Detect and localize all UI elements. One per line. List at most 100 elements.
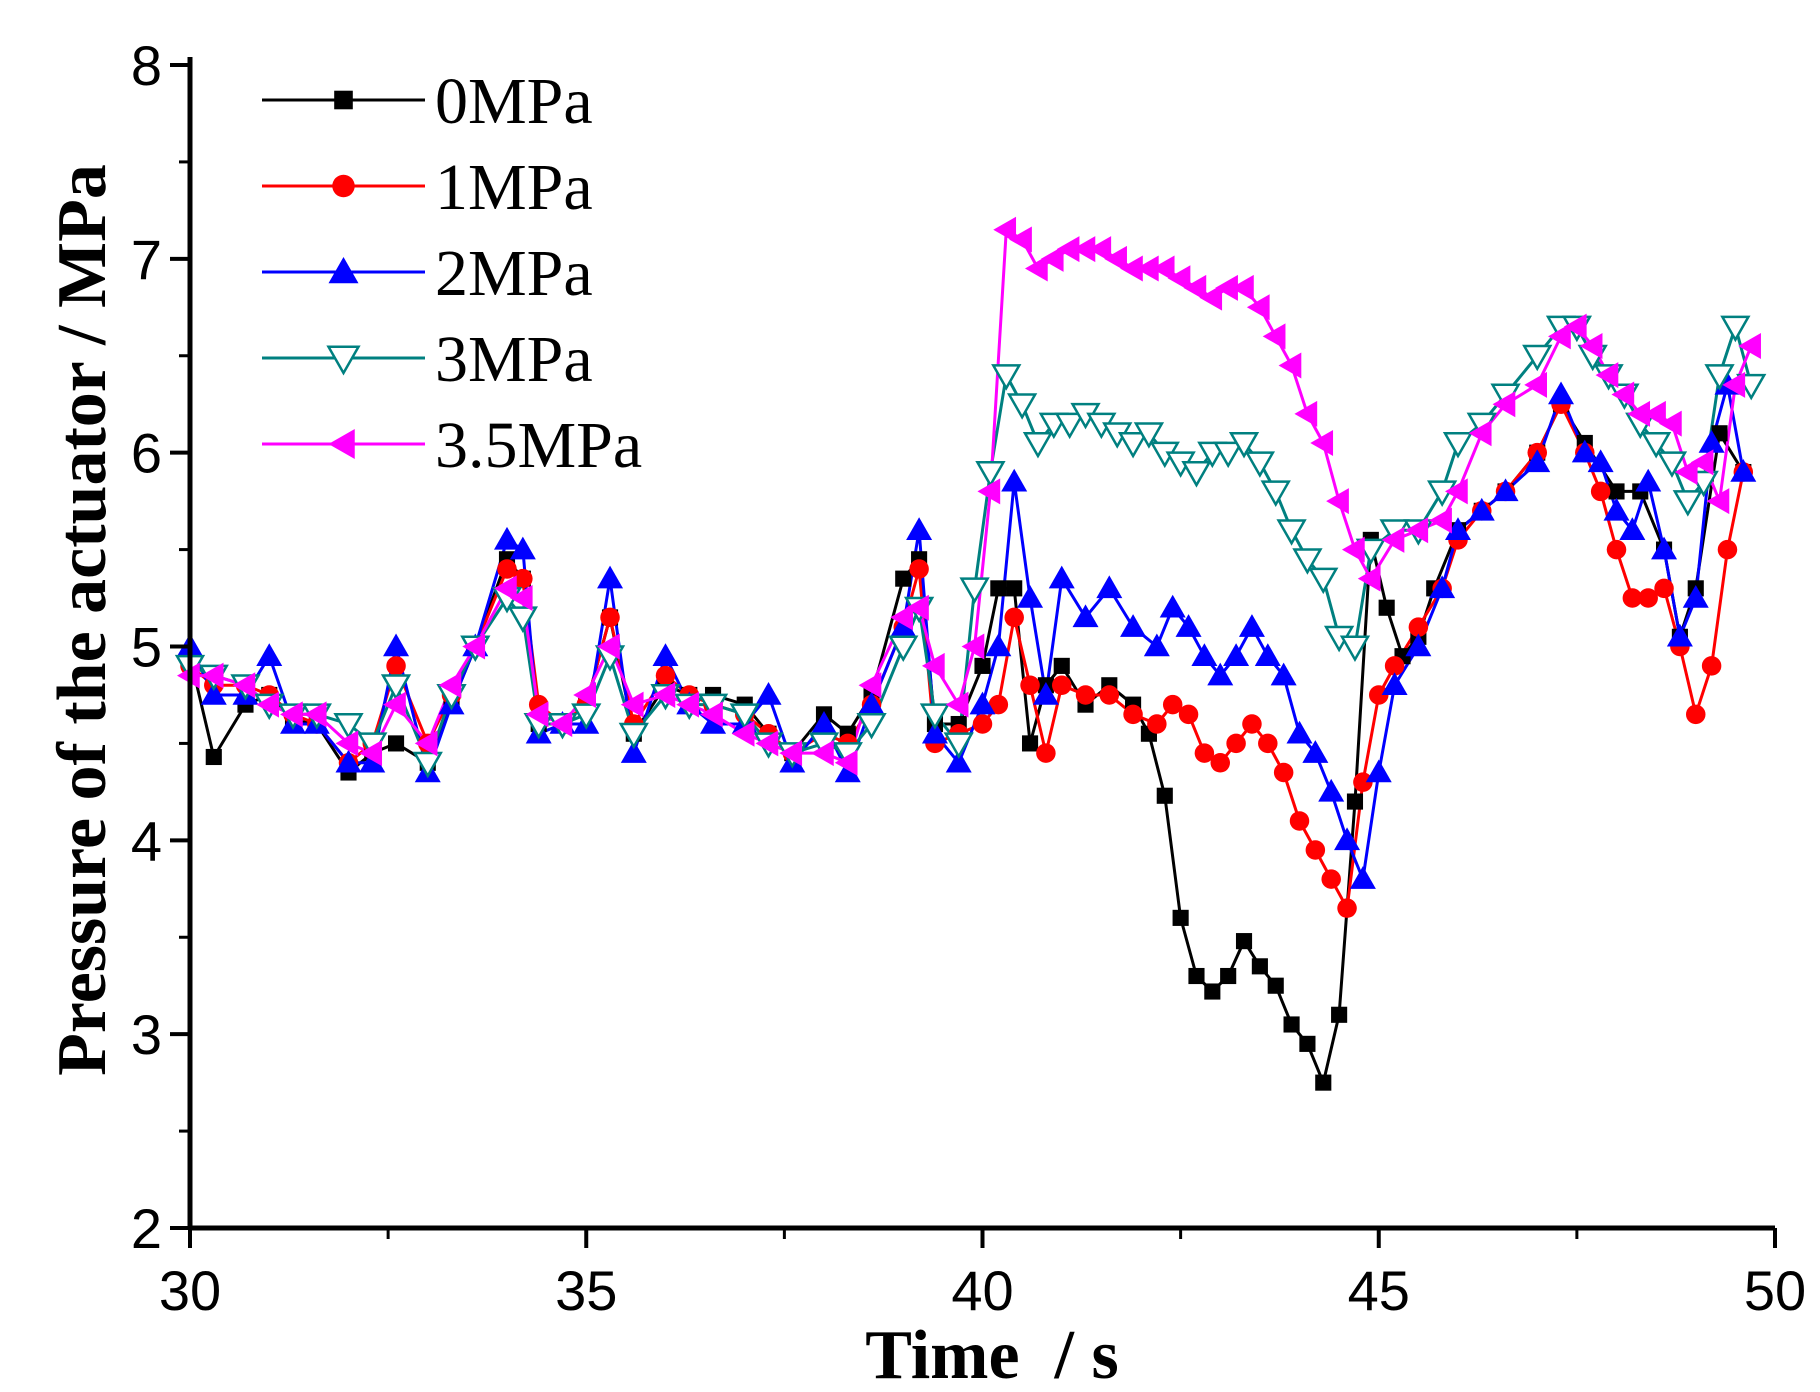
data-point	[333, 713, 364, 740]
data-point	[1151, 255, 1175, 282]
data-point	[1334, 827, 1361, 851]
x-axis-title: Time / s	[865, 1317, 1118, 1392]
data-point	[1341, 536, 1365, 563]
data-point	[991, 364, 1022, 391]
data-point	[1571, 439, 1598, 463]
data-point	[1006, 580, 1023, 597]
legend-label: 1MPa	[435, 151, 593, 224]
data-point	[811, 740, 834, 767]
data-point	[729, 703, 760, 730]
data-point	[359, 740, 383, 767]
data-point	[571, 703, 602, 730]
data-point	[1223, 643, 1250, 666]
series-markers	[174, 216, 1767, 1091]
data-point	[990, 580, 1007, 597]
y-tick-label: 4	[131, 809, 162, 872]
legend-label: 2MPa	[435, 237, 593, 310]
data-point	[1246, 294, 1270, 321]
data-point	[232, 672, 256, 699]
data-point	[1579, 333, 1603, 360]
data-point	[303, 701, 327, 728]
data-point	[1099, 685, 1120, 705]
data-point	[1405, 633, 1432, 657]
data-point	[985, 633, 1012, 657]
data-point	[909, 559, 929, 579]
data-point	[895, 570, 912, 587]
data-point	[1315, 1074, 1332, 1091]
data-point	[1194, 743, 1215, 763]
y-tick-label: 8	[131, 34, 162, 97]
data-point	[1242, 714, 1262, 734]
data-point	[600, 607, 620, 628]
data-point	[1308, 567, 1339, 595]
data-point	[652, 681, 676, 708]
data-point	[1603, 497, 1630, 521]
data-point	[1254, 643, 1281, 666]
data-point	[811, 711, 837, 734]
data-point	[1072, 236, 1096, 263]
data-point	[1302, 740, 1329, 763]
data-point	[335, 730, 359, 757]
data-point	[1001, 468, 1028, 492]
data-point	[1349, 866, 1376, 889]
data-point	[1133, 422, 1165, 449]
data-point	[1075, 685, 1096, 705]
data-point	[1627, 400, 1651, 427]
data-point	[1445, 517, 1471, 540]
legend-swatch-marker	[328, 257, 359, 284]
data-point	[412, 751, 443, 779]
data-point	[1270, 662, 1297, 686]
data-point	[1666, 623, 1693, 647]
data-point	[509, 585, 533, 612]
data-point	[1492, 391, 1516, 418]
data-point	[1235, 933, 1253, 950]
data-point	[620, 740, 647, 763]
data-point	[1020, 675, 1040, 696]
data-point	[1619, 517, 1646, 540]
data-point	[1267, 977, 1284, 994]
data-point	[1072, 604, 1099, 628]
data-point	[1701, 656, 1722, 676]
data-point	[1213, 441, 1244, 469]
data-point	[1429, 507, 1452, 534]
data-point	[549, 711, 573, 738]
legend: 0MPa 1MPa 2MPa 3MPa 3.5MPa	[262, 65, 642, 482]
data-point	[1405, 517, 1429, 544]
data-point	[1429, 575, 1456, 599]
data-point	[1522, 344, 1553, 372]
data-point	[1251, 958, 1268, 975]
data-point	[1143, 633, 1170, 657]
data-point	[1563, 313, 1587, 340]
data-point	[1492, 478, 1519, 502]
data-point	[700, 711, 727, 734]
data-point	[1638, 588, 1658, 608]
data-point	[1172, 909, 1189, 926]
data-point	[1238, 614, 1265, 637]
data-point	[1191, 643, 1218, 666]
data-point	[205, 748, 222, 766]
data-point	[1123, 704, 1143, 725]
series-line-2mpa	[188, 383, 1745, 881]
data-point	[1408, 617, 1429, 637]
data-point	[1289, 811, 1310, 831]
data-point	[731, 720, 755, 747]
data-point	[1032, 681, 1059, 705]
data-point	[1024, 255, 1048, 282]
series-line-3-5mpa	[190, 228, 1753, 765]
data-point	[1442, 431, 1474, 459]
data-point	[386, 656, 406, 676]
data-point	[977, 478, 1001, 505]
data-point	[1156, 787, 1173, 804]
data-point	[1590, 481, 1611, 502]
legend-swatch-marker	[332, 174, 355, 198]
data-point	[945, 749, 972, 773]
data-point	[1686, 704, 1706, 725]
data-point	[525, 701, 549, 728]
data-point	[945, 691, 969, 718]
data-point	[975, 461, 1006, 488]
data-point	[1181, 461, 1212, 488]
data-point	[1611, 381, 1635, 408]
data-point	[1654, 578, 1674, 599]
data-point	[1004, 607, 1024, 628]
